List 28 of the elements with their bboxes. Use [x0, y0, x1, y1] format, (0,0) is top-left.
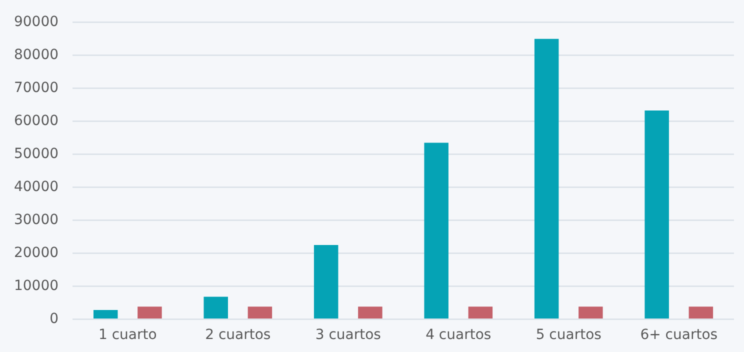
bar	[534, 38, 559, 318]
bar	[644, 110, 669, 318]
y-tick-label: 40000	[14, 178, 59, 195]
y-tick-label: 20000	[14, 244, 59, 261]
x-tick-label: 2 cuartos	[205, 327, 271, 344]
bar	[314, 245, 338, 318]
bar	[138, 306, 162, 318]
y-tick-label: 30000	[14, 212, 59, 228]
bar	[204, 296, 228, 318]
bar	[358, 306, 382, 318]
bar	[468, 306, 493, 318]
bar	[688, 306, 714, 318]
y-tick-label: 10000	[14, 278, 59, 294]
y-tick-label: 0	[50, 310, 59, 327]
bar	[248, 306, 272, 318]
x-tick-label: 5 cuartos	[536, 327, 602, 344]
bar	[93, 310, 118, 318]
bar	[578, 306, 603, 318]
x-tick-label: 6+ cuartos	[640, 327, 718, 344]
x-tick-label: 4 cuartos	[426, 327, 492, 344]
y-tick-label: 80000	[14, 47, 59, 64]
y-tick-label: 50000	[14, 146, 59, 162]
y-tick-label: 70000	[14, 80, 59, 96]
x-tick-label: 3 cuartos	[315, 327, 381, 344]
bar	[424, 142, 448, 318]
y-tick-label: 90000	[14, 14, 59, 30]
y-tick-label: 60000	[14, 112, 59, 129]
x-tick-label: 1 cuarto	[98, 327, 157, 344]
